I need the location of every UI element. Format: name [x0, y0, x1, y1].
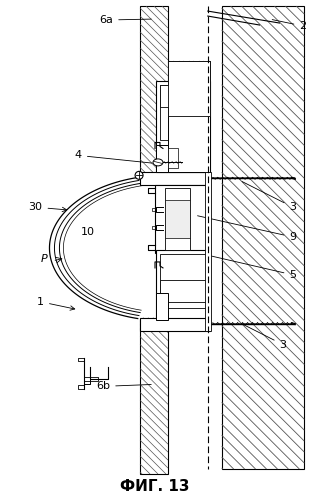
Bar	[156, 81, 210, 172]
Bar	[140, 320, 168, 474]
Bar	[205, 172, 211, 330]
Bar	[165, 188, 190, 250]
Text: 3: 3	[242, 182, 296, 212]
Circle shape	[135, 172, 143, 179]
Bar	[168, 61, 210, 116]
Bar	[140, 318, 210, 330]
Bar	[140, 172, 210, 186]
Text: 5: 5	[210, 256, 296, 280]
Bar	[155, 186, 210, 253]
Text: 2: 2	[272, 20, 307, 31]
Bar	[160, 254, 206, 308]
Text: 3: 3	[242, 324, 286, 349]
Text: 6b: 6b	[96, 382, 151, 392]
Text: ФИГ. 13: ФИГ. 13	[120, 480, 190, 494]
Bar	[140, 6, 168, 175]
Text: 10: 10	[80, 227, 94, 237]
Bar	[168, 148, 178, 169]
Text: 4: 4	[75, 150, 152, 163]
Bar	[160, 84, 206, 106]
Text: 9: 9	[197, 216, 297, 242]
Bar	[156, 293, 168, 320]
Text: 30: 30	[29, 202, 67, 212]
Bar	[168, 61, 210, 172]
Bar	[165, 200, 190, 238]
Bar	[156, 250, 210, 320]
Bar	[156, 146, 168, 172]
Bar	[222, 6, 304, 469]
Text: 6a: 6a	[99, 15, 151, 25]
Ellipse shape	[153, 159, 163, 166]
Text: P: P	[41, 254, 48, 264]
Bar	[160, 280, 206, 302]
Text: 1: 1	[37, 297, 75, 310]
Bar	[160, 84, 206, 140]
